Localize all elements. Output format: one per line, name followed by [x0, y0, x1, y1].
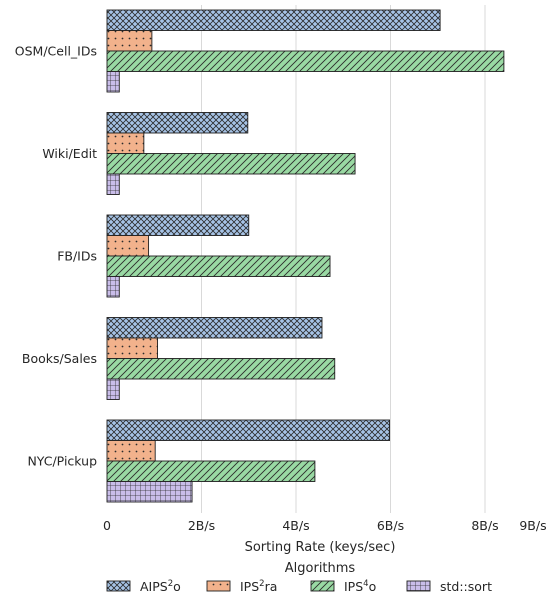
x-tick-label: 4B/s: [282, 518, 309, 533]
legend-swatch-hatch: [406, 580, 431, 592]
x-tick-label: 2B/s: [188, 518, 215, 533]
legend-item: AIPS2o: [106, 579, 181, 594]
legend-item: IPS4o: [310, 579, 376, 594]
legend-swatch-hatch: [310, 580, 335, 592]
legend-label: AIPS2o: [140, 579, 181, 594]
bar-books-sales-aips2o-hatch: [106, 317, 323, 339]
x-axis-label: Sorting Rate (keys/sec): [245, 540, 396, 555]
y-tick-label: Books/Sales: [22, 351, 97, 366]
bars: [106, 9, 505, 503]
legend-item: std::sort: [406, 579, 492, 594]
legend-label: IPS4o: [344, 579, 376, 594]
bar-books-sales-ips2ra-hatch: [106, 337, 159, 359]
legend: AIPS2o IPS2ra IPS4o std::sort: [106, 579, 492, 594]
bar-fb-ids-ips2ra-hatch: [106, 235, 150, 257]
x-tick-labels: 0 2B/s 4B/s 6B/s 8B/s 9B/s: [103, 518, 547, 533]
bar-wiki-edit-std-sort-hatch: [106, 173, 120, 195]
legend-swatch-hatch: [206, 580, 231, 592]
bar-wiki-edit-ips2ra-hatch: [106, 132, 145, 154]
y-tick-labels: OSM/Cell_IDs Wiki/Edit FB/IDs Books/Sales NY…: [15, 44, 97, 469]
y-tick-label: OSM/Cell_IDs: [15, 44, 97, 59]
x-tick-label: 8B/s: [471, 518, 498, 533]
legend-label: std::sort: [440, 579, 492, 594]
bar-fb-ids-std-sort-hatch: [106, 276, 120, 298]
y-tick-label: FB/IDs: [57, 249, 97, 264]
bar-osm-cell-ids-ips4o-hatch: [106, 50, 505, 72]
bar-wiki-edit-ips4o-hatch: [106, 153, 356, 175]
legend-title: Algorithms: [285, 561, 356, 576]
y-tick-label: Wiki/Edit: [42, 146, 97, 161]
bar-nyc-pickup-std-sort-hatch: [106, 481, 193, 503]
bar-fb-ids-ips4o-hatch: [106, 255, 331, 277]
legend-label: IPS2ra: [240, 579, 277, 594]
bar-osm-cell-ids-ips2ra-hatch: [106, 30, 153, 52]
bar-nyc-pickup-ips2ra-hatch: [106, 440, 156, 462]
bar-books-sales-std-sort-hatch: [106, 378, 120, 400]
legend-swatch-hatch: [106, 580, 131, 592]
bar-nyc-pickup-aips2o-hatch: [106, 419, 391, 441]
bar-osm-cell-ids-aips2o-hatch: [106, 9, 441, 31]
y-tick-label: NYC/Pickup: [27, 454, 97, 469]
x-tick-label: 0: [103, 518, 111, 533]
bar-books-sales-ips4o-hatch: [106, 358, 336, 380]
bar-wiki-edit-aips2o-hatch: [106, 112, 249, 134]
bar-nyc-pickup-ips4o-hatch: [106, 460, 316, 482]
bar-osm-cell-ids-std-sort-hatch: [106, 71, 120, 93]
x-tick-label: 6B/s: [377, 518, 404, 533]
legend-item: IPS2ra: [206, 579, 277, 594]
bar-fb-ids-aips2o-hatch: [106, 214, 250, 236]
x-tick-label: 9B/s: [519, 518, 546, 533]
